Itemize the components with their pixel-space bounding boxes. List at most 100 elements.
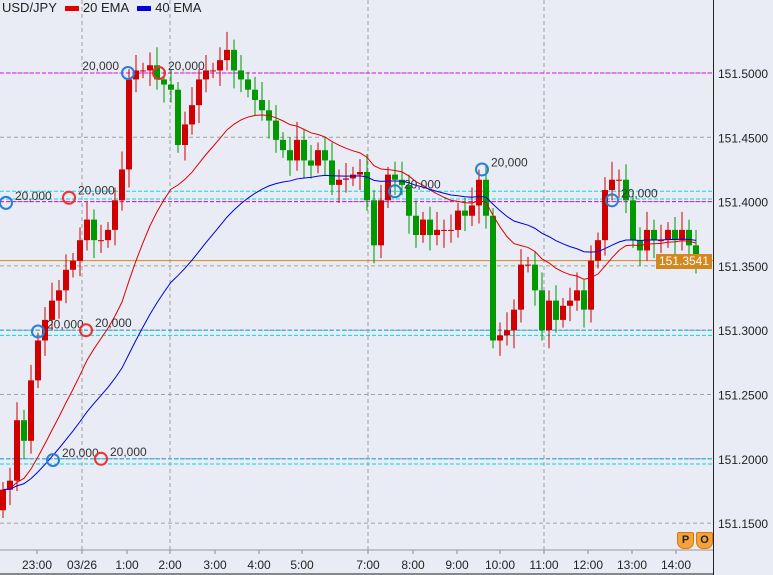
- x-tick-label: 14:00: [661, 558, 691, 572]
- candle-down: [231, 49, 237, 71]
- y-tick-label: 151.3500: [718, 260, 768, 274]
- marker-label: 20,000: [15, 189, 52, 203]
- candle-down: [371, 200, 377, 246]
- candle-up: [217, 60, 223, 71]
- x-tick-label: 12:00: [573, 558, 603, 572]
- marker-label: 20,000: [78, 184, 115, 198]
- marker-label: 20,000: [110, 445, 147, 459]
- candle-up: [182, 124, 188, 146]
- marker-label: 20,000: [491, 155, 528, 169]
- candle-up: [70, 260, 76, 270]
- blue-trade-marker-icon: [388, 184, 402, 199]
- red-trade-marker-icon: [62, 190, 76, 205]
- blue-trade-marker-icon: [605, 193, 619, 208]
- x-tick-label: 10:00: [485, 558, 515, 572]
- candle-up: [7, 480, 13, 490]
- blue-trade-marker-icon: [121, 66, 135, 80]
- legend-item-20ema: 20 EMA: [64, 0, 129, 15]
- marker-label: 20,000: [47, 317, 84, 331]
- candle-down: [364, 172, 370, 201]
- marker-label: 20,000: [82, 59, 119, 73]
- candle-down: [175, 89, 181, 146]
- current-price-tag: 151.3541: [656, 253, 712, 269]
- candle-up: [42, 319, 48, 341]
- x-tick-label: 7:00: [356, 558, 380, 572]
- badge-o[interactable]: O: [696, 532, 713, 549]
- candle-down: [462, 210, 468, 216]
- candle-up: [441, 229, 447, 231]
- candle-down: [329, 160, 335, 185]
- x-tick-label: 1:00: [115, 558, 139, 572]
- candle-down: [322, 150, 328, 161]
- candle-down: [693, 245, 699, 261]
- candle-up: [469, 205, 475, 216]
- candle-up: [98, 240, 104, 242]
- candle-up: [336, 179, 342, 185]
- marker-label: 20,000: [95, 316, 132, 330]
- x-tick-label: 5:00: [290, 558, 314, 572]
- candle-up: [140, 70, 146, 72]
- candle-down: [623, 179, 629, 201]
- candle-down: [686, 229, 692, 246]
- y-tick-label: 151.4500: [718, 131, 768, 145]
- legend-item-40ema: 40 EMA: [137, 0, 201, 15]
- candle-up: [315, 150, 321, 166]
- candle-up: [574, 290, 580, 301]
- candle-up: [112, 200, 118, 230]
- candle-down: [406, 184, 412, 216]
- candle-up: [525, 264, 531, 266]
- candle-down: [490, 215, 496, 341]
- marker-label: 20,000: [621, 186, 658, 200]
- candle-down: [280, 139, 286, 151]
- candle-down: [308, 160, 314, 166]
- candle-up: [511, 309, 517, 331]
- red-trade-marker-icon: [79, 323, 93, 338]
- marker-label: 20,000: [62, 446, 99, 460]
- candle-down: [427, 219, 433, 236]
- x-tick-label: 13:00: [617, 558, 647, 572]
- candle-up: [49, 300, 55, 320]
- y-tick-label: 151.5000: [718, 67, 768, 81]
- candle-up: [420, 219, 426, 236]
- candle-up: [665, 229, 671, 241]
- y-tick-label: 151.1500: [718, 517, 768, 531]
- symbol-label: USD/JPY: [2, 0, 57, 15]
- red-trade-marker-icon: [94, 451, 108, 466]
- candle-up: [588, 260, 594, 310]
- candle-up: [0, 489, 6, 511]
- chart-legend: USD/JPY 20 EMA 40 EMA: [2, 0, 201, 15]
- candle-up: [602, 190, 608, 241]
- y-tick-label: 151.4000: [718, 196, 768, 210]
- marker-label: 20,000: [168, 59, 205, 73]
- candle-up: [560, 305, 566, 320]
- candle-down: [672, 229, 678, 241]
- candle-up: [224, 49, 230, 61]
- candle-down: [259, 100, 265, 111]
- candle-down: [245, 79, 251, 90]
- candle-down: [539, 290, 545, 331]
- candle-up: [679, 229, 685, 241]
- blue-trade-marker-icon: [0, 195, 13, 210]
- candle-down: [301, 139, 307, 161]
- candle-up: [84, 219, 90, 241]
- candle-up: [210, 70, 216, 72]
- candle-up: [448, 229, 454, 231]
- candle-up: [434, 229, 440, 236]
- candle-down: [273, 120, 279, 140]
- candle-up: [28, 380, 34, 441]
- candle-up: [476, 179, 482, 206]
- candle-up: [196, 79, 202, 106]
- candle-down: [532, 264, 538, 291]
- candle-up: [504, 330, 510, 336]
- candle-down: [168, 84, 174, 90]
- candle-up: [616, 179, 622, 181]
- candle-up: [56, 290, 62, 301]
- candle-down: [252, 89, 258, 101]
- badge-p[interactable]: P: [677, 532, 694, 549]
- x-tick-label: 23:00: [22, 558, 52, 572]
- candle-up: [77, 240, 83, 261]
- candle-up: [189, 105, 195, 125]
- candle-down: [91, 219, 97, 241]
- candle-down: [154, 65, 160, 80]
